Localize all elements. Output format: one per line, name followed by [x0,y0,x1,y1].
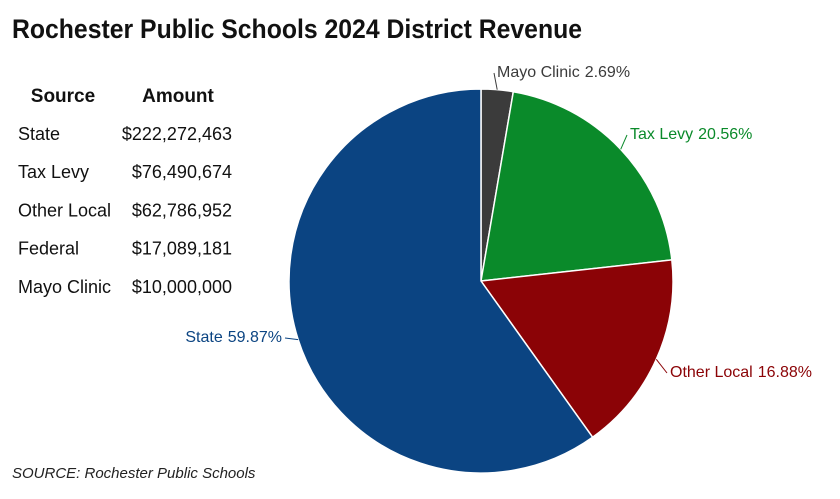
table-amount: $76,490,674 [132,162,232,182]
leader-line [493,72,498,90]
table-amount: $62,786,952 [132,200,232,220]
slice-label: Tax Levy 20.56% [630,126,752,143]
slice-name: Other Local [670,364,753,381]
table-source: Mayo Clinic [18,277,111,297]
table-amount: $17,089,181 [132,239,232,259]
slice-value: 2.69% [585,64,630,81]
slice-name: State [185,329,222,346]
slice-value: 59.87% [228,329,282,346]
leader-line [284,337,299,341]
slice-name: Tax Levy [630,126,693,143]
slice-value: 16.88% [758,364,812,381]
slice-value: 20.56% [698,126,752,143]
slice-label: Mayo Clinic 2.69% [497,64,630,81]
table-source: Tax Levy [18,162,89,182]
leader-line [620,134,628,150]
table-source: Federal [18,239,79,259]
slice-label: Other Local 16.88% [670,364,812,381]
pie-slice [480,90,673,282]
slice-name: Mayo Clinic [497,64,580,81]
table-header: Source [31,86,95,107]
table-amount: $222,272,463 [122,124,232,144]
chart-title: Rochester Public Schools 2024 District R… [12,14,582,44]
table-amount: $10,000,000 [132,277,232,297]
pie-slice [288,88,594,474]
table-source: State [18,124,60,144]
slice-label: State 59.87% [185,329,282,346]
table-header: Amount [142,86,214,107]
table-source: Other Local [18,200,111,220]
source-note: SOURCE: Rochester Public Schools [12,465,256,482]
leader-line [655,359,668,374]
